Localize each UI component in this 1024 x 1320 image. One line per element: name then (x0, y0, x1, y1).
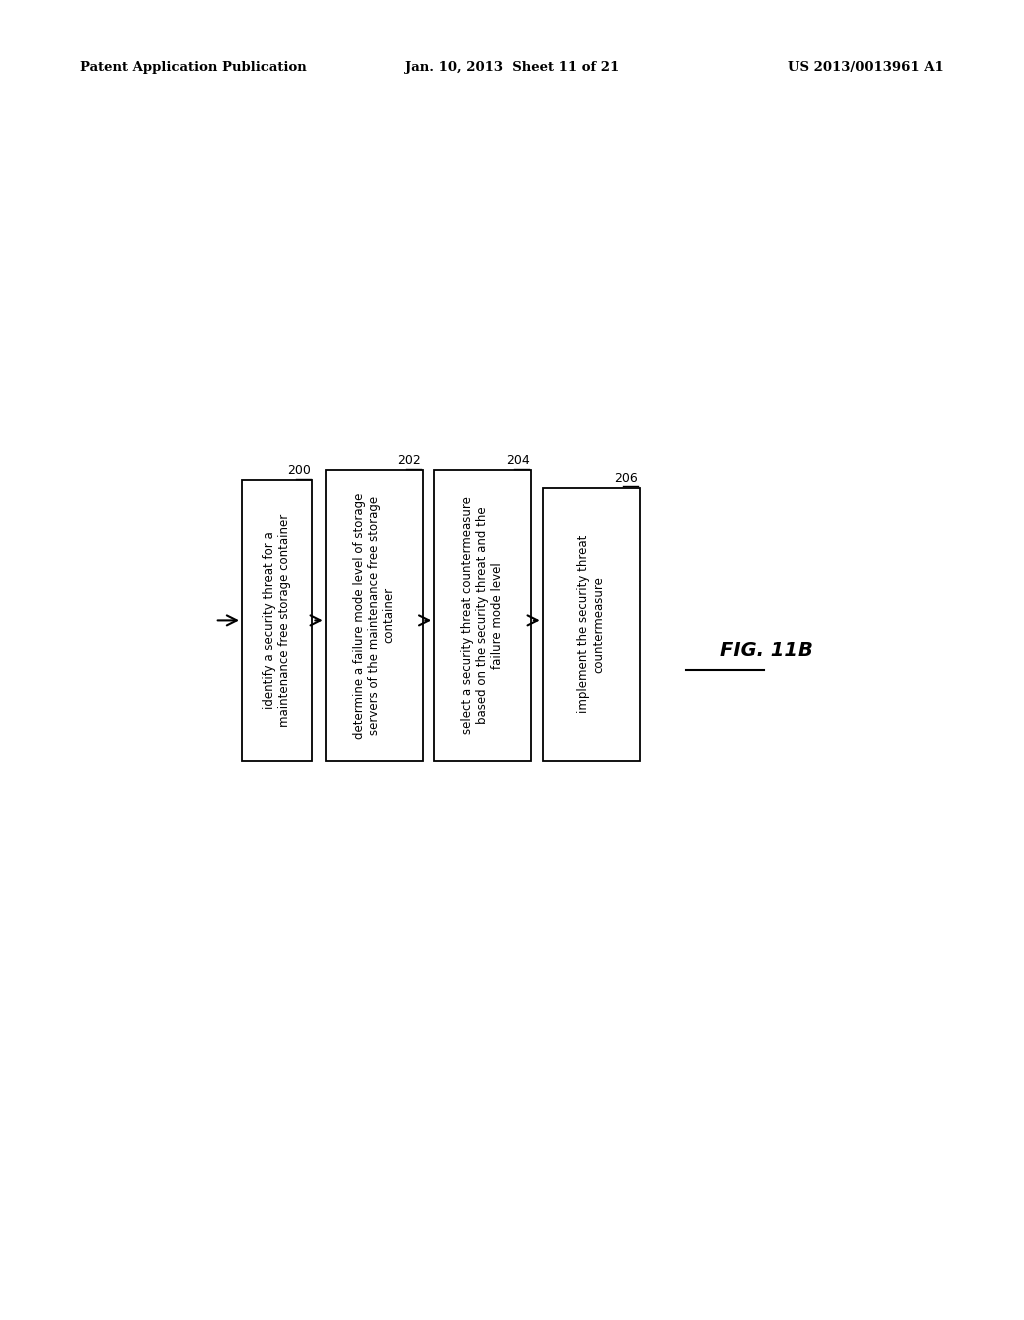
Text: Patent Application Publication: Patent Application Publication (80, 62, 306, 74)
Text: implement the security threat
countermeasure: implement the security threat countermea… (578, 535, 605, 713)
Text: identify a security threat for a
maintenance free storage container: identify a security threat for a mainten… (263, 513, 291, 727)
Bar (543, 488, 640, 760)
Text: 202: 202 (397, 454, 421, 467)
Text: select a security threat countermeasure
based on the security threat and the
fai: select a security threat countermeasure … (461, 496, 504, 734)
Text: Jan. 10, 2013  Sheet 11 of 21: Jan. 10, 2013 Sheet 11 of 21 (404, 62, 620, 74)
Bar (242, 480, 312, 760)
Bar (326, 470, 423, 760)
Text: 200: 200 (287, 465, 311, 478)
Text: 206: 206 (614, 471, 638, 484)
Text: US 2013/0013961 A1: US 2013/0013961 A1 (788, 62, 944, 74)
Text: determine a failure mode level of storage
servers of the maintenance free storag: determine a failure mode level of storag… (352, 492, 395, 739)
Text: FIG. 11B: FIG. 11B (720, 640, 813, 660)
Bar (434, 470, 531, 760)
Text: 204: 204 (506, 454, 529, 467)
